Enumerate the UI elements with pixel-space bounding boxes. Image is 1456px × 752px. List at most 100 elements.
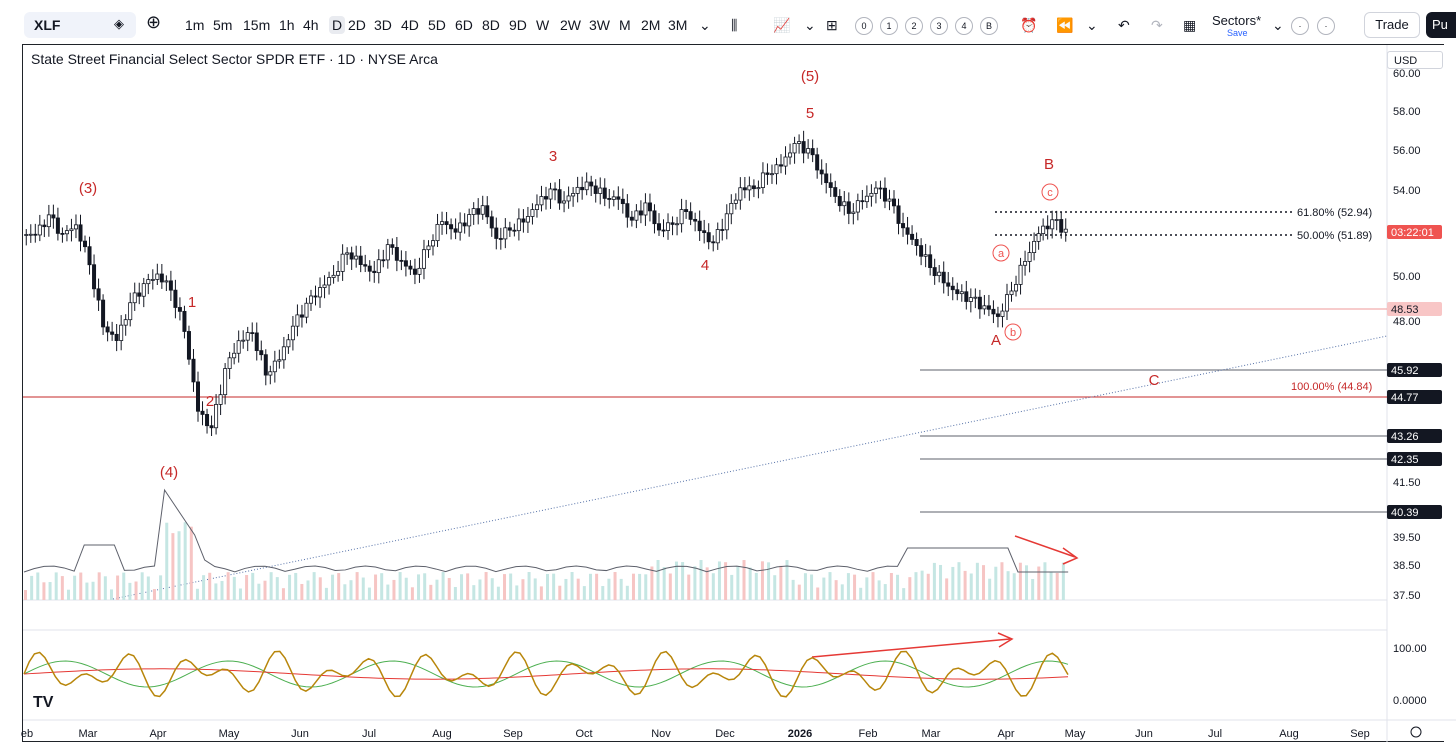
publish-button[interactable]: Pu <box>1426 12 1456 38</box>
symbol-search[interactable]: XLF ◈ <box>24 12 136 38</box>
volume-bar <box>810 574 814 600</box>
interval-2m[interactable]: 2M <box>641 17 661 33</box>
trade-button[interactable]: Trade <box>1364 12 1420 38</box>
layout-name[interactable]: Sectors* <box>1212 13 1262 28</box>
indicators-icon[interactable]: 📈 <box>773 17 791 33</box>
candle-body <box>431 240 436 247</box>
candle-body <box>1050 219 1055 230</box>
interval-5d[interactable]: 5D <box>428 17 446 33</box>
candle-body <box>530 209 535 217</box>
interval-4h[interactable]: 4h <box>303 17 319 33</box>
dot-menu-icon[interactable]: · <box>1317 17 1335 35</box>
volume-bar <box>171 533 175 600</box>
volume-bar <box>896 574 900 600</box>
candle-body <box>476 208 481 215</box>
alert-clock-icon[interactable]: ⏰ <box>1020 17 1038 33</box>
volume-bar <box>533 578 537 600</box>
interval-9d[interactable]: 9D <box>509 17 527 33</box>
volume-bar <box>699 560 703 600</box>
redo-icon[interactable]: ↷ <box>1151 17 1163 33</box>
chart-pane[interactable] <box>22 44 1444 742</box>
layout-slot-1[interactable]: 1 <box>880 17 898 35</box>
volume-bar <box>1018 562 1022 600</box>
price-badge-label: 44.77 <box>1391 392 1419 404</box>
interval-2d[interactable]: 2D <box>348 17 366 33</box>
candle-body <box>824 173 829 184</box>
volume-bar <box>546 573 549 600</box>
dot-menu-icon[interactable]: · <box>1291 17 1309 35</box>
interval-3d[interactable]: 3D <box>374 17 392 33</box>
price-tick: 37.50 <box>1393 590 1421 602</box>
chevron-down-icon[interactable]: ⌄ <box>1272 17 1284 33</box>
volume-bar <box>306 580 310 600</box>
candle-style-icon[interactable]: ⫼ <box>731 17 738 33</box>
candle-body <box>1000 310 1005 317</box>
undo-icon[interactable]: ↶ <box>1118 17 1130 33</box>
price-badge <box>1387 505 1442 519</box>
divergence-arrow <box>811 638 1011 658</box>
volume-bar <box>417 574 421 600</box>
volume-bar <box>423 573 427 600</box>
interval-w[interactable]: W <box>536 17 550 33</box>
chevron-down-icon[interactable]: ⌄ <box>699 17 711 33</box>
time-tick: Feb <box>859 728 878 740</box>
candle-body <box>923 254 928 257</box>
chevron-down-icon[interactable]: ⌄ <box>804 17 816 33</box>
candle-body <box>146 279 151 285</box>
interval-3m[interactable]: 3M <box>668 17 688 33</box>
candle-body <box>182 310 187 332</box>
interval-15m[interactable]: 15m <box>243 17 271 33</box>
minor-wave-label: c <box>1047 187 1053 199</box>
layout-table-icon[interactable]: ▦ <box>1183 17 1197 33</box>
interval-4d[interactable]: 4D <box>401 17 419 33</box>
chevron-down-icon[interactable]: ⌄ <box>1086 17 1098 33</box>
volume-bar <box>116 575 120 600</box>
candle-body <box>128 302 133 321</box>
candle-body <box>991 308 996 315</box>
diamond-icon[interactable]: ◈ <box>114 16 124 31</box>
candle-body <box>765 172 770 175</box>
layout-slot-4[interactable]: 4 <box>955 17 973 35</box>
interval-8d[interactable]: 8D <box>482 17 500 33</box>
volume-bar <box>963 570 967 600</box>
candle-body <box>83 240 88 248</box>
volume-bar <box>503 574 507 600</box>
price-badge <box>1387 302 1442 316</box>
candle-body <box>1004 294 1009 312</box>
volume-bar <box>724 562 728 600</box>
candle-body <box>851 211 856 214</box>
time-tick: 2026 <box>788 728 812 740</box>
candle-body <box>932 267 937 277</box>
candle-body <box>968 297 973 302</box>
candle-body <box>485 205 490 218</box>
layout-slot-3[interactable]: 3 <box>930 17 948 35</box>
candle-body <box>982 305 987 310</box>
volume-bar <box>24 590 27 600</box>
interval-5m[interactable]: 5m <box>213 17 233 33</box>
volume-bar <box>140 572 144 600</box>
layout-save-label[interactable]: Save <box>1227 28 1248 38</box>
layout-slot-2[interactable]: 2 <box>905 17 923 35</box>
volume-bar <box>214 583 218 600</box>
volume-bar <box>693 566 697 600</box>
layouts-grid-icon[interactable]: ⊞ <box>826 17 838 33</box>
volume-bar <box>920 570 924 600</box>
interval-m[interactable]: M <box>619 17 631 33</box>
layout-slot-0[interactable]: 0 <box>855 17 873 35</box>
interval-3w[interactable]: 3W <box>589 17 610 33</box>
candle-body <box>1063 228 1068 233</box>
interval-2w[interactable]: 2W <box>560 17 581 33</box>
interval-1m[interactable]: 1m <box>185 17 205 33</box>
interval-6d[interactable]: 6D <box>455 17 473 33</box>
volume-bar <box>767 562 771 600</box>
candle-body <box>959 291 964 295</box>
layout-slot-b[interactable]: B <box>980 17 998 35</box>
candle-body <box>412 268 417 275</box>
replay-icon[interactable]: ⏪ <box>1056 17 1074 33</box>
interval-1h[interactable]: 1h <box>279 17 295 33</box>
add-symbol-icon[interactable]: ⊕ <box>146 12 162 32</box>
volume-bar <box>189 526 193 600</box>
interval-d[interactable]: D <box>329 16 346 34</box>
candle-body <box>1032 240 1037 253</box>
